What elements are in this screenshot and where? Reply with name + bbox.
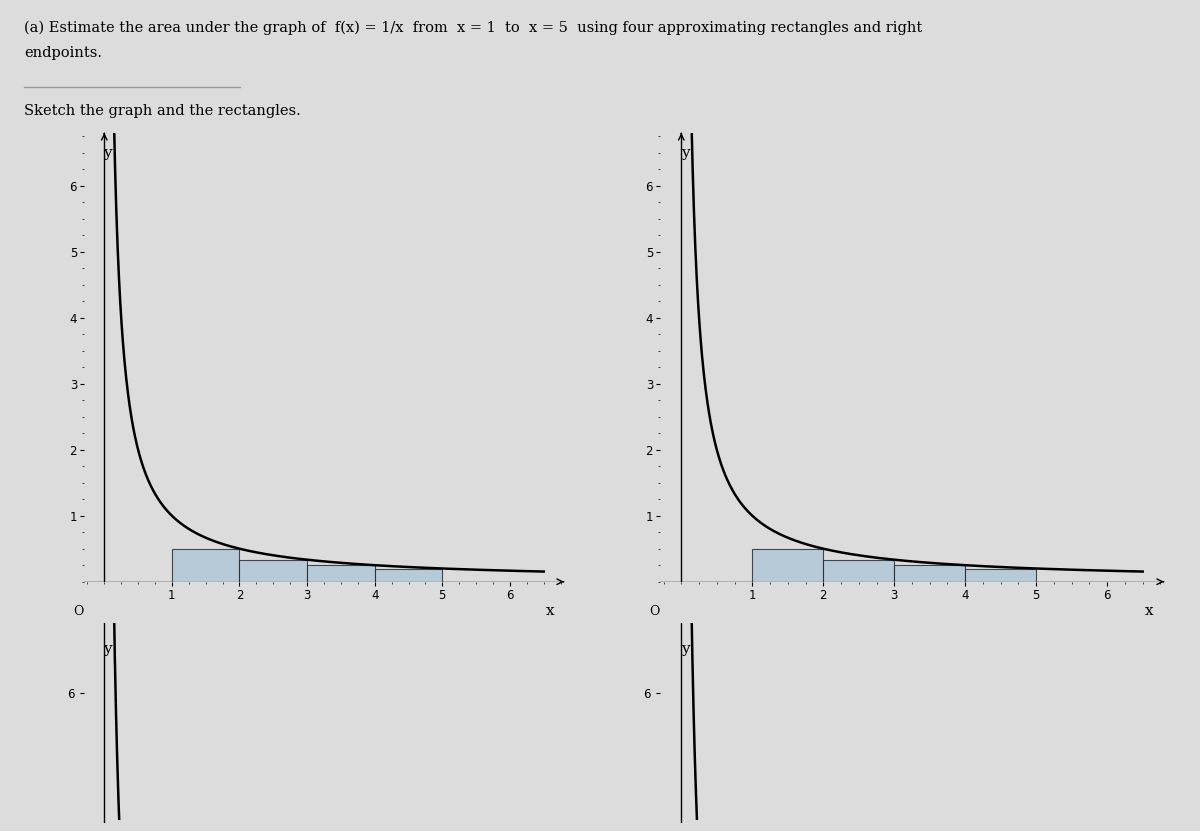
Text: endpoints.: endpoints. xyxy=(24,46,102,60)
Text: x: x xyxy=(1145,604,1154,618)
Text: y: y xyxy=(103,642,112,656)
Bar xyxy=(172,548,240,582)
Bar xyxy=(894,565,965,582)
Text: Sketch the graph and the rectangles.: Sketch the graph and the rectangles. xyxy=(24,104,301,118)
Text: y: y xyxy=(680,146,689,160)
Bar xyxy=(752,548,823,582)
Bar xyxy=(374,568,443,582)
Bar xyxy=(240,560,307,582)
Text: O: O xyxy=(649,605,660,618)
Text: O: O xyxy=(73,605,84,618)
Text: y: y xyxy=(103,146,112,160)
Bar xyxy=(965,568,1037,582)
Bar xyxy=(823,560,894,582)
Text: (a) Estimate the area under the graph of  f(x) = 1/x  from  x = 1  to  x = 5  us: (a) Estimate the area under the graph of… xyxy=(24,21,923,35)
Bar xyxy=(307,565,374,582)
Text: x: x xyxy=(546,604,554,618)
Text: y: y xyxy=(680,642,689,656)
